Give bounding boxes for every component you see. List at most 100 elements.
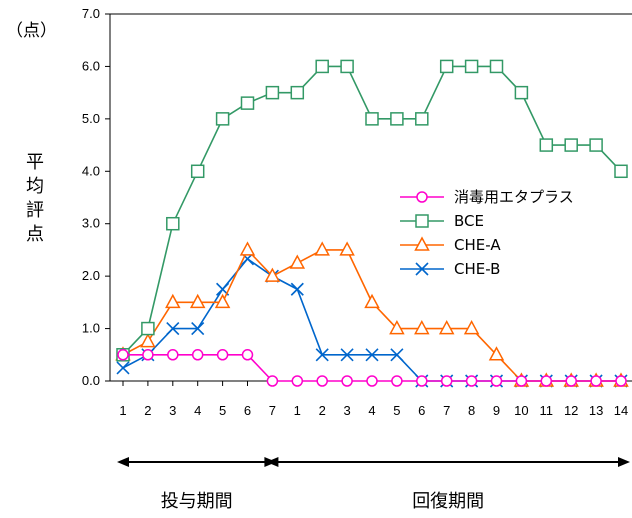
x-tick-label: 10 <box>514 403 528 418</box>
series-triangle <box>115 241 629 387</box>
data-point <box>440 375 453 387</box>
data-point <box>391 375 403 387</box>
data-point <box>514 85 529 100</box>
data-point <box>167 349 179 361</box>
x-marker-stroke <box>166 322 180 336</box>
x-tick-label: 7 <box>443 403 450 418</box>
legend-label: CHE-B <box>454 260 500 278</box>
period-indicator: 投与期間 <box>117 457 277 512</box>
data-point <box>390 112 404 126</box>
x-marker-stroke <box>116 361 130 375</box>
data-point <box>216 349 229 361</box>
data-point <box>189 293 206 309</box>
data-point <box>463 319 480 335</box>
data-point <box>540 375 553 387</box>
x-tick-label: 13 <box>589 403 603 418</box>
period-arrow-head-right <box>618 457 630 467</box>
period-label: 回復期間 <box>412 491 484 512</box>
x-tick-label: 1 <box>294 403 301 418</box>
legend-label: BCE <box>454 212 484 230</box>
legend-label: 消毒用エタプラス <box>454 188 574 206</box>
data-point <box>166 216 180 231</box>
x-marker-stroke <box>415 262 429 276</box>
x-tick-label: 5 <box>393 403 400 418</box>
data-point <box>191 349 204 361</box>
period-indicators: 投与期間 回復期間 <box>117 457 630 512</box>
data-point <box>590 375 602 387</box>
legend: 消毒用エタプラス BCE CHE-A CHE-B <box>400 188 574 278</box>
data-point <box>464 59 479 74</box>
legend-label: CHE-A <box>454 236 501 254</box>
data-point <box>488 346 505 361</box>
data-point <box>414 319 430 335</box>
data-point <box>290 85 305 100</box>
legend-item: BCE <box>400 212 484 230</box>
data-point <box>340 59 354 74</box>
period-arrow-head-left <box>117 457 129 467</box>
data-point <box>264 267 281 282</box>
data-point <box>341 375 353 387</box>
x-tick-label: 6 <box>244 403 251 418</box>
x-tick-label: 3 <box>169 403 176 418</box>
data-point <box>190 164 205 179</box>
data-point <box>315 59 329 74</box>
x-tick-label: 7 <box>269 403 276 418</box>
y-unit-label: （点） <box>6 21 57 41</box>
x-tick-label: 5 <box>219 403 226 418</box>
y-axis-label-char: 均 <box>26 176 44 197</box>
series-x <box>116 252 628 388</box>
data-point <box>116 361 130 375</box>
data-point <box>615 375 627 387</box>
x-tick-label: 12 <box>564 403 578 418</box>
data-point <box>240 96 255 110</box>
data-point <box>589 138 603 152</box>
x-tick-label: 9 <box>493 403 500 418</box>
legend-item: 消毒用エタプラス <box>400 188 574 206</box>
y-axis-label-char: 平 <box>26 152 44 173</box>
x-marker-stroke <box>290 282 304 296</box>
data-point <box>265 85 280 100</box>
data-point <box>365 348 379 362</box>
x-ticks: 1 2 3 4 5 6 7 1 2 3 4 5 6 7 8 9 10 11 12 13 14 <box>119 381 628 418</box>
data-point <box>465 375 478 387</box>
data-point <box>564 138 578 152</box>
data-point <box>215 112 230 126</box>
y-tick-label: 0.0 <box>82 373 100 388</box>
series-line <box>122 257 621 382</box>
data-point <box>565 375 577 387</box>
data-point <box>291 375 304 387</box>
data-point <box>390 348 404 362</box>
series-circle <box>117 349 627 387</box>
period-indicator: 回復期間 <box>266 457 630 512</box>
y-tick-label: 3.0 <box>82 216 100 231</box>
data-point <box>266 375 279 387</box>
data-point <box>364 293 380 309</box>
data-point <box>314 241 330 256</box>
data-point <box>166 322 180 336</box>
data-point <box>415 112 429 126</box>
data-point <box>290 282 304 296</box>
data-point <box>365 112 379 126</box>
data-point <box>339 241 355 256</box>
y-ticks: 0.0 1.0 2.0 3.0 4.0 5.0 6.0 7.0 <box>82 6 110 388</box>
y-tick-label: 2.0 <box>82 268 100 283</box>
legend-marker <box>414 236 430 251</box>
data-point <box>214 293 231 309</box>
data-point <box>438 319 455 335</box>
data-point <box>515 375 528 387</box>
data-point <box>315 348 329 362</box>
data-point <box>117 349 129 361</box>
x-tick-label: 11 <box>540 403 554 418</box>
data-point <box>316 375 328 387</box>
y-tick-label: 6.0 <box>82 58 100 73</box>
period-label: 投与期間 <box>161 491 233 512</box>
series-layer <box>115 59 629 388</box>
data-point <box>389 319 405 335</box>
y-tick-label: 7.0 <box>82 6 100 21</box>
y-axis-label-char: 評 <box>26 200 44 221</box>
legend-marker <box>415 262 429 276</box>
x-tick-label: 3 <box>343 403 350 418</box>
x-marker-stroke <box>216 282 230 296</box>
x-marker-stroke <box>390 348 404 362</box>
